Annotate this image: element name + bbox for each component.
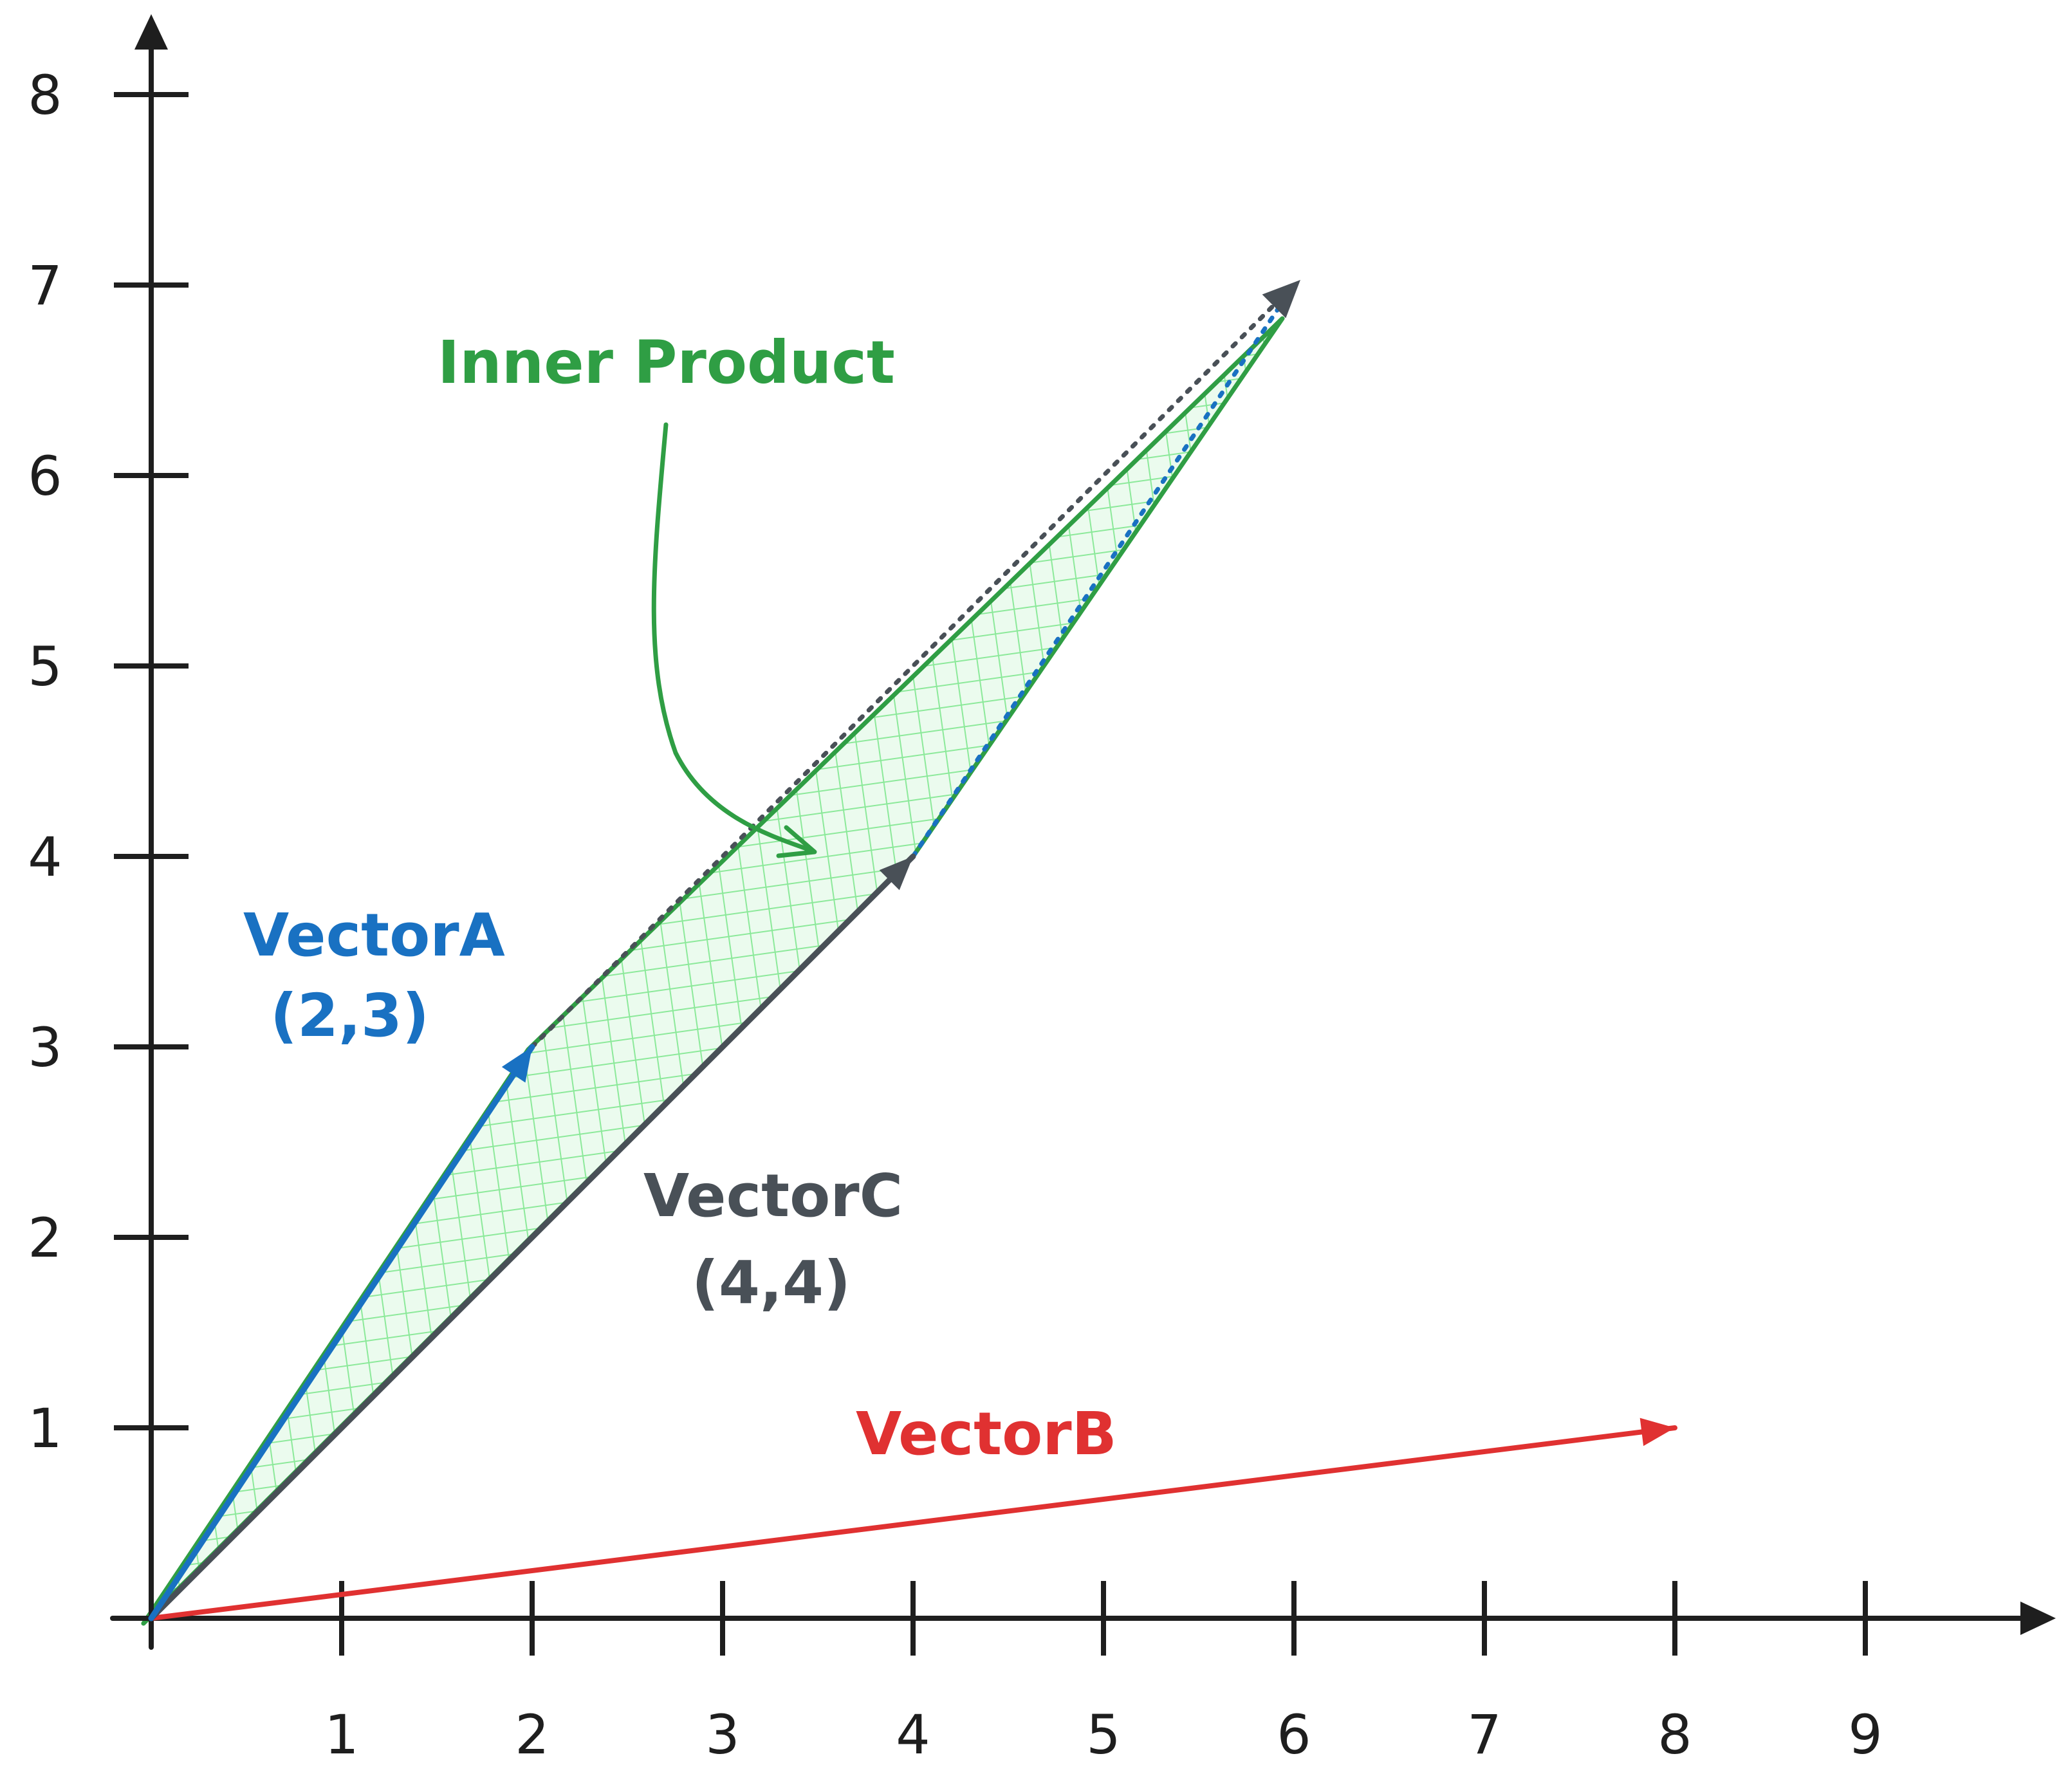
x-tick-label: 4 — [896, 1703, 930, 1766]
vector-c-coords: (4,4) — [692, 1248, 851, 1317]
x-tick-label: 5 — [1086, 1703, 1120, 1766]
x-tick-label: 2 — [515, 1703, 549, 1766]
x-tick-label: 7 — [1467, 1703, 1501, 1766]
x-axis-arrowhead — [2020, 1602, 2056, 1635]
inner-product-region — [143, 319, 1282, 1623]
vector-b-label: VectorB — [856, 1399, 1117, 1468]
dotted-guide-c-to-sum — [910, 282, 1297, 859]
vector-c-arrowhead — [879, 856, 913, 891]
vector-c-arrow — [148, 853, 916, 1621]
y-tick-label: 5 — [28, 635, 62, 698]
y-tick-label: 2 — [28, 1206, 62, 1270]
y-tick-label: 8 — [28, 64, 62, 127]
vector-a-coords: (2,3) — [270, 981, 429, 1050]
y-tick-label: 3 — [28, 1016, 62, 1079]
dotted-guide-a-to-sum — [530, 282, 1297, 1049]
vector-c-label: VectorC — [643, 1161, 903, 1230]
vector-b-arrowhead — [1639, 1418, 1675, 1446]
x-tick-label: 9 — [1848, 1703, 1882, 1766]
vector-a-arrow — [148, 1044, 535, 1621]
vector-a-arrowhead — [501, 1047, 532, 1083]
x-tick-label: 8 — [1657, 1703, 1692, 1766]
sum-arrowhead — [1262, 280, 1300, 319]
inner-product-pointer-arrowhead — [776, 825, 817, 858]
x-tick-label: 1 — [324, 1703, 358, 1766]
x-tick-label: 3 — [705, 1703, 739, 1766]
vector-a-label: VectorA — [243, 901, 505, 970]
x-axis-ticks: 1 2 3 4 5 6 7 8 9 — [324, 1581, 1883, 1766]
x-tick-label: 6 — [1277, 1703, 1311, 1766]
vector-b-arrow — [149, 1425, 1677, 1621]
inner-product-label: Inner Product — [438, 328, 895, 397]
y-tick-label: 4 — [28, 826, 62, 889]
y-axis-arrowhead — [134, 14, 168, 50]
y-tick-label: 6 — [28, 445, 62, 508]
y-tick-label: 1 — [28, 1397, 62, 1460]
y-tick-label: 7 — [28, 254, 62, 317]
y-axis-ticks: 1 2 3 4 5 6 7 8 — [28, 64, 189, 1460]
inner-product-pointer — [651, 422, 815, 853]
